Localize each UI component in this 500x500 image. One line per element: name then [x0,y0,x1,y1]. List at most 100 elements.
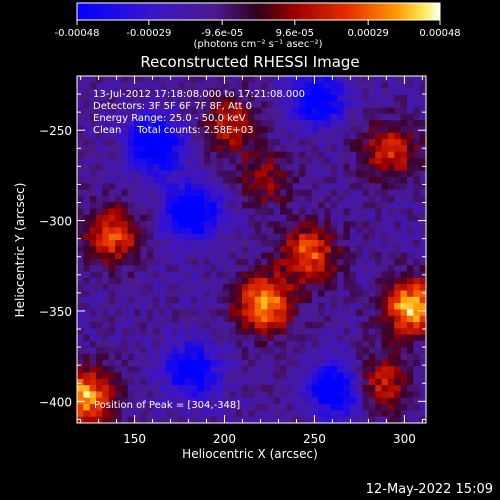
heatmap-cell [311,322,319,329]
heatmap-cell [222,328,230,336]
heatmap-cell [387,347,395,355]
heatmap-cell [330,164,338,172]
heatmap-cell [280,151,287,159]
heatmap-cell [330,252,338,260]
heatmap-cell [419,113,426,121]
heatmap-cell [210,76,218,83]
heatmap-cell [280,113,287,121]
heatmap-cell [413,76,421,83]
heatmap-cell [235,265,243,273]
heatmap-cell [261,101,268,109]
heatmap-cell [77,214,84,222]
heatmap-cell [197,277,205,285]
heatmap-cell [191,227,199,235]
heatmap-cell [203,410,211,418]
heatmap-cell [248,88,256,96]
heatmap-cell [203,290,211,298]
heatmap-cell [235,252,243,260]
heatmap-cell [77,340,84,348]
heatmap-cell [165,164,173,172]
heatmap-cell [191,76,199,83]
heatmap-cell [324,139,332,146]
heatmap-cell [216,195,224,203]
heatmap-cell [406,347,414,355]
x-axis-label: Heliocentric X (arcsec) [182,447,318,461]
heatmap-cell [343,151,351,159]
heatmap-cell [280,252,287,260]
heatmap-cell [229,347,237,355]
heatmap-cell [273,265,281,273]
heatmap-cell [153,322,161,329]
heatmap-cell [337,391,345,399]
heatmap-cell [343,233,351,241]
heatmap-cell [216,76,224,83]
heatmap-cell [400,372,408,380]
heatmap-cell [191,397,199,405]
heatmap-cell [115,372,123,380]
heatmap-cell [96,303,103,311]
heatmap-cell [356,107,364,115]
heatmap-cell [153,164,161,172]
heatmap-cell [159,183,167,191]
heatmap-cell [299,145,307,153]
heatmap-cell [89,113,97,121]
heatmap-cell [216,284,224,292]
heatmap-cell [172,164,180,172]
heatmap-cell [134,340,142,348]
heatmap-cell [419,258,426,266]
heatmap-cell [159,233,167,241]
heatmap-cell [210,303,218,311]
heatmap-cell [134,233,142,241]
heatmap-cell [235,353,243,361]
heatmap-cell [261,322,268,329]
heatmap-cell [140,246,148,254]
heatmap-cell [299,309,307,317]
heatmap-cell [159,240,167,247]
heatmap-cell [210,145,218,153]
heatmap-cell [400,94,408,102]
heatmap-cell [406,340,414,348]
heatmap-cell [311,164,319,172]
heatmap-cell [400,353,408,361]
heatmap-cell [96,284,103,292]
heatmap-cell [102,347,110,355]
heatmap-cell [419,309,426,317]
heatmap-cell [146,233,154,241]
heatmap-cell [153,132,161,140]
heatmap-cell [343,315,351,323]
heatmap-cell [165,290,173,298]
heatmap-cell [210,315,218,323]
heatmap-cell [203,132,211,140]
heatmap-cell [292,347,300,355]
heatmap-cell [273,208,281,216]
x-tick-label: 250 [303,432,326,446]
heatmap-cell [368,176,376,184]
heatmap-cell [299,404,307,411]
heatmap-cell [102,334,110,342]
heatmap-cell [222,404,230,411]
heatmap-cell [83,233,91,241]
heatmap-cell [330,296,338,304]
heatmap-cell [343,271,351,279]
heatmap-cell [127,195,135,203]
heatmap-cell [337,76,345,83]
heatmap-cell [159,296,167,304]
heatmap-cell [89,233,97,241]
heatmap-cell [102,240,110,247]
heatmap-cell [286,164,294,172]
heatmap-cell [178,132,186,140]
heatmap-cell [330,233,338,241]
heatmap-cell [368,227,376,235]
heatmap-cell [146,303,154,311]
heatmap-cell [337,176,345,184]
heatmap-cell [400,164,408,172]
heatmap-cell [229,265,237,273]
heatmap-cell [273,88,281,96]
heatmap-cell [299,208,307,216]
heatmap-cell [394,366,402,374]
heatmap-cell [299,353,307,361]
heatmap-cell [83,214,91,222]
heatmap-cell [140,271,148,279]
heatmap-cell [96,240,103,247]
heatmap-cell [406,315,414,323]
